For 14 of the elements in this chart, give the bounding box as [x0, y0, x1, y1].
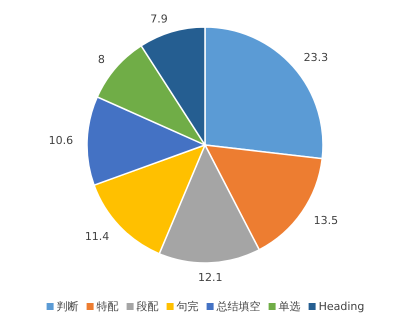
legend-label: 特配	[96, 300, 119, 313]
legend-label: Heading	[318, 300, 364, 313]
data-label: 11.4	[84, 230, 110, 243]
legend-label: 单选	[278, 300, 301, 313]
legend-label: 总结填空	[216, 300, 261, 313]
data-label: 8	[98, 53, 105, 66]
legend-label: 段配	[136, 300, 159, 313]
data-label: 12.1	[198, 270, 223, 284]
legend-label: 句完	[176, 300, 199, 313]
legend-label: 判断	[56, 300, 79, 313]
data-label: 10.6	[48, 134, 74, 148]
data-label: 13.5	[314, 214, 338, 228]
data-label: 23.3	[304, 51, 328, 64]
data-label: 7.9	[150, 12, 168, 26]
